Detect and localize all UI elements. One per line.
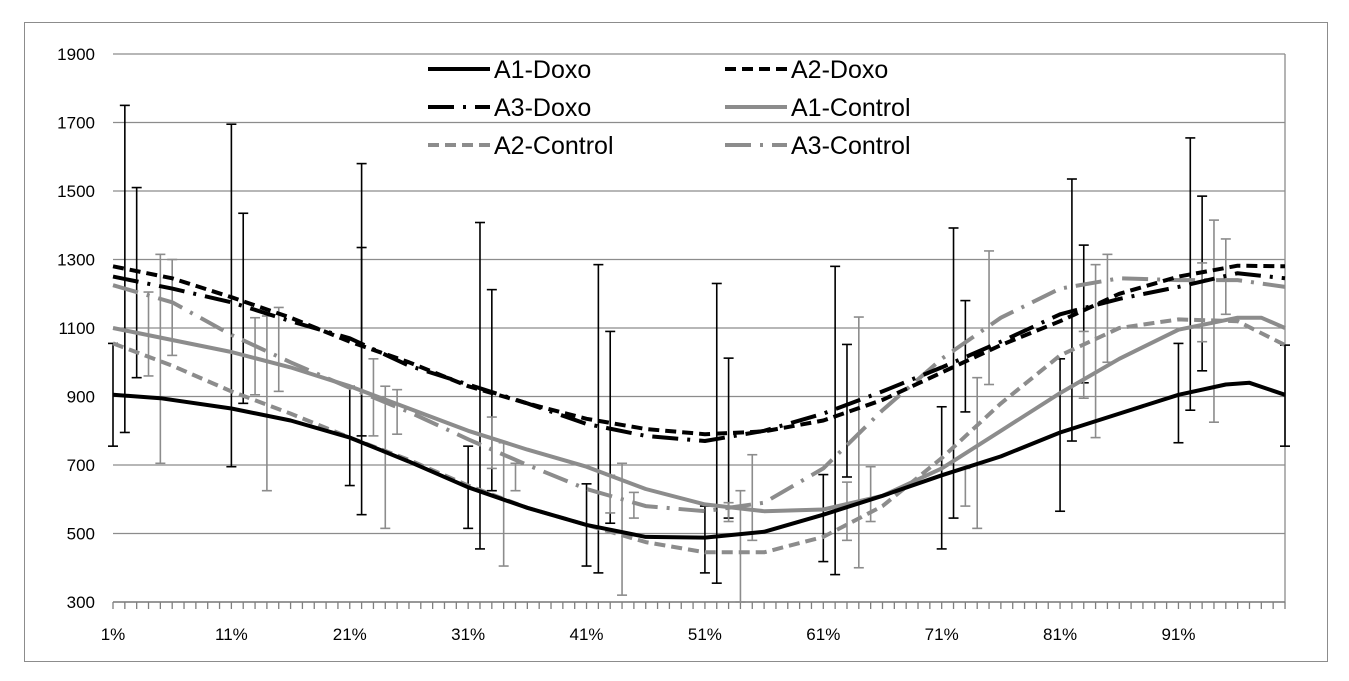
series-line-a2-doxo xyxy=(112,263,1286,437)
x-tick-label: 71% xyxy=(925,625,959,644)
legend-item-a1-doxo: A1-Doxo xyxy=(428,56,591,84)
error-bar-a1-control xyxy=(972,376,983,530)
error-bars xyxy=(108,104,1290,603)
error-bar-a1-control xyxy=(617,462,628,596)
legend-item-a3-control: A3-Control xyxy=(725,132,911,160)
y-tick-label: 700 xyxy=(67,456,95,475)
legend-label: A1-Doxo xyxy=(494,56,591,84)
y-tick-label: 1100 xyxy=(58,319,95,338)
error-bar-a2-control xyxy=(984,250,995,386)
legend: A1-Doxo A2-Doxo A3-Doxo A1-Control A2-Contro… xyxy=(428,56,911,160)
error-bar-a1-control xyxy=(1090,263,1101,439)
x-tick-label: 81% xyxy=(1043,625,1077,644)
error-bar-a2-control xyxy=(510,462,521,492)
error-bar-a1-doxo xyxy=(936,405,947,550)
legend-item-a2-control: A2-Control xyxy=(428,132,614,160)
x-tick-label: 11% xyxy=(215,625,248,644)
error-bar-a1-control xyxy=(853,316,864,569)
error-bar-a2-doxo xyxy=(593,263,604,574)
error-bar-a1-control xyxy=(498,441,509,567)
x-tick-label: 31% xyxy=(451,625,485,644)
y-axis: 300 500 700 900 1100 1300 1500 1700 1900 xyxy=(57,45,95,612)
x-tick-label: 21% xyxy=(333,625,367,644)
series-line-a3-doxo xyxy=(112,271,1286,443)
legend-label: A2-Doxo xyxy=(791,56,888,84)
error-bar-a2-control xyxy=(628,491,639,519)
error-bar-a3-doxo xyxy=(841,343,852,478)
error-bar-a3-doxo xyxy=(723,357,734,519)
error-bar-a1-control xyxy=(155,253,166,465)
chart-frame xyxy=(24,22,1328,662)
x-axis: 1% 11% 21% 31% 41% 51% 61% 71% 81% 91% xyxy=(101,601,1286,644)
error-bar-a3-control xyxy=(1197,262,1208,343)
legend-item-a2-doxo: A2-Doxo xyxy=(725,56,888,84)
series-line-a2-control xyxy=(112,317,1286,555)
legend-label: A3-Control xyxy=(791,132,911,160)
error-bar-a2-doxo xyxy=(830,265,841,576)
y-tick-label: 1500 xyxy=(57,182,95,201)
y-tick-label: 300 xyxy=(67,593,95,612)
y-tick-label: 1300 xyxy=(57,251,95,270)
error-bar-a2-doxo xyxy=(474,221,485,550)
y-tick-label: 1700 xyxy=(57,114,95,133)
x-tick-label: 51% xyxy=(688,625,722,644)
error-bar-a2-control xyxy=(747,453,758,542)
gridlines xyxy=(113,53,1286,603)
x-tick-label: 1% xyxy=(101,625,126,644)
error-bar-a2-control xyxy=(1102,253,1113,364)
x-tick-label: 41% xyxy=(570,625,604,644)
legend-item-a1-control: A1-Control xyxy=(725,94,911,122)
error-bar-a1-control xyxy=(380,385,391,530)
legend-item-a3-doxo: A3-Doxo xyxy=(428,94,591,122)
error-bar-a2-doxo xyxy=(119,104,130,434)
y-tick-label: 500 xyxy=(67,525,95,544)
x-tick-label: 91% xyxy=(1161,625,1195,644)
x-tick-label: 61% xyxy=(806,625,840,644)
error-bar-a3-control xyxy=(486,416,497,470)
legend-label: A3-Doxo xyxy=(494,94,591,122)
legend-label: A2-Control xyxy=(494,132,614,160)
series-line-a1-doxo xyxy=(112,380,1286,540)
y-tick-label: 1900 xyxy=(57,45,95,64)
error-bar-a1-doxo xyxy=(818,473,829,563)
error-bar-a3-control xyxy=(960,467,971,507)
series-lines xyxy=(112,263,1286,555)
error-bar-a2-control xyxy=(273,306,284,393)
series-line-a3-control xyxy=(112,276,1286,514)
y-tick-label: 900 xyxy=(67,388,95,407)
error-bar-a3-doxo xyxy=(960,299,971,413)
error-bar-a2-doxo xyxy=(1185,137,1196,412)
error-bar-a3-control xyxy=(841,481,852,542)
legend-label: A1-Control xyxy=(791,94,911,122)
error-bar-a2-control xyxy=(392,388,403,435)
error-bar-a3-doxo xyxy=(238,212,249,405)
